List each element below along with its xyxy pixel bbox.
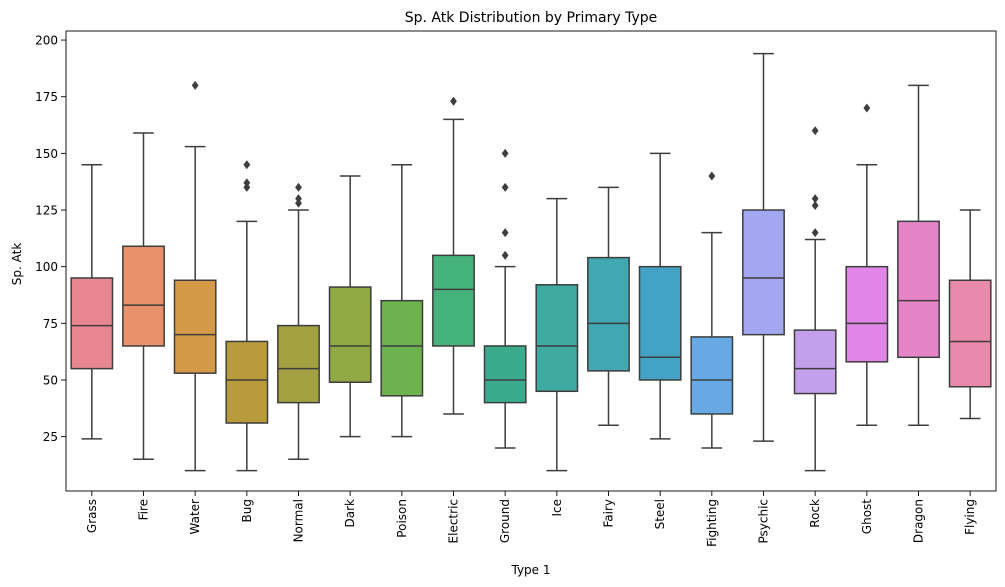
x-tick-label: Ice	[550, 499, 564, 517]
x-tick-label: Dragon	[912, 499, 926, 543]
x-tick-label: Psychic	[757, 499, 771, 544]
outlier-point	[501, 148, 509, 158]
outlier-point	[295, 194, 302, 204]
x-tick-label: Bug	[240, 499, 254, 522]
outlier-point	[811, 228, 819, 238]
box-fire	[122, 245, 165, 347]
box-ground	[483, 345, 527, 404]
x-tick-label: Ghost	[860, 499, 874, 534]
box-fighting	[690, 336, 734, 415]
x-tick-label: Rock	[808, 499, 822, 528]
y-tick-label: 100	[35, 260, 58, 274]
box-bug	[225, 340, 269, 424]
box-fairy	[587, 256, 630, 372]
x-tick-label: Steel	[653, 499, 667, 529]
x-tick-label: Flying	[963, 499, 977, 535]
y-tick-label: 150	[35, 147, 58, 161]
y-tick-label: 25	[43, 430, 58, 444]
outlier-point	[811, 194, 819, 204]
box-flying	[948, 279, 992, 388]
outlier-point	[243, 160, 251, 170]
x-tick-label: Electric	[447, 499, 461, 543]
y-tick-label: 50	[43, 373, 58, 387]
x-tick-label: Grass	[85, 499, 99, 533]
x-tick-label: Ground	[498, 499, 512, 543]
outlier-point	[708, 171, 716, 181]
outlier-point	[501, 228, 509, 238]
box-dark	[328, 286, 372, 383]
outlier-point	[191, 80, 199, 91]
x-axis-label: Type 1	[510, 563, 550, 577]
outlier-point	[243, 178, 251, 188]
outlier-point	[501, 250, 509, 260]
box-rock	[793, 329, 837, 395]
box-electric	[432, 254, 475, 347]
chart-title: Sp. Atk Distribution by Primary Type	[405, 10, 658, 26]
y-axis-label: Sp. Atk	[10, 243, 24, 286]
y-tick-label: 75	[43, 317, 58, 331]
plot-area: 25 50 75 100 125 150 175 200 Grass Fire Water Bug No…	[35, 34, 992, 547]
outlier-point	[811, 200, 819, 211]
box-dragon	[897, 220, 940, 359]
y-tick-label: 125	[35, 204, 58, 218]
plot-frame	[65, 30, 997, 492]
box-normal	[277, 324, 320, 404]
box-poison	[380, 299, 424, 397]
outlier-point	[450, 96, 457, 106]
box-ghost	[845, 265, 889, 363]
y-tick-label: 200	[35, 34, 58, 48]
outlier-point	[295, 182, 302, 192]
box-psychic	[742, 209, 785, 336]
x-tick-label: Fire	[137, 499, 151, 520]
box-grass	[70, 277, 114, 370]
y-tick-label: 175	[35, 90, 58, 104]
outlier-point	[863, 103, 871, 113]
x-tick-label: Dark	[343, 499, 357, 528]
x-tick-label: Water	[188, 499, 202, 535]
outlier-point	[811, 126, 819, 136]
x-tick-label: Fighting	[705, 499, 719, 547]
x-tick-label: Normal	[292, 499, 306, 542]
x-tick-label: Poison	[395, 499, 409, 538]
box-water	[173, 279, 217, 374]
box-steel	[638, 265, 682, 381]
x-tick-label: Fairy	[602, 499, 616, 528]
box-ice	[535, 284, 579, 393]
outlier-point	[501, 182, 509, 192]
